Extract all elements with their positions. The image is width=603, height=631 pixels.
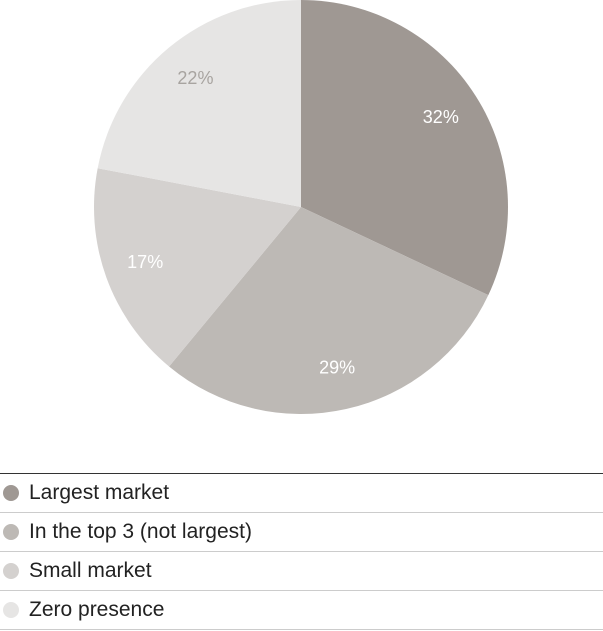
pie-slice — [301, 0, 508, 296]
legend-entry: Small market — [0, 552, 603, 591]
slice-label: 17% — [127, 252, 163, 272]
legend-label: Largest market — [29, 481, 170, 504]
pie-slice — [93, 168, 301, 367]
legend-entry: Zero presence — [0, 591, 603, 630]
legend: Largest market In the top 3 (not largest)… — [0, 473, 603, 630]
legend-swatch — [3, 602, 19, 618]
slice-label: 32% — [423, 107, 459, 127]
slice-label: 29% — [319, 357, 355, 377]
legend-label: Small market — [29, 559, 152, 582]
legend-swatch — [3, 485, 19, 501]
legend-entry: Largest market — [0, 474, 603, 513]
pie-slice — [169, 207, 489, 414]
chart: 32% 29% 17% 22% — [93, 0, 508, 414]
pie-slice — [97, 0, 302, 207]
legend-swatch — [3, 563, 19, 579]
slice-label: 22% — [177, 68, 213, 88]
legend-entry: In the top 3 (not largest) — [0, 513, 603, 552]
legend-swatch — [3, 524, 19, 540]
legend-label: In the top 3 (not largest) — [29, 520, 252, 543]
legend-label: Zero presence — [29, 598, 165, 621]
